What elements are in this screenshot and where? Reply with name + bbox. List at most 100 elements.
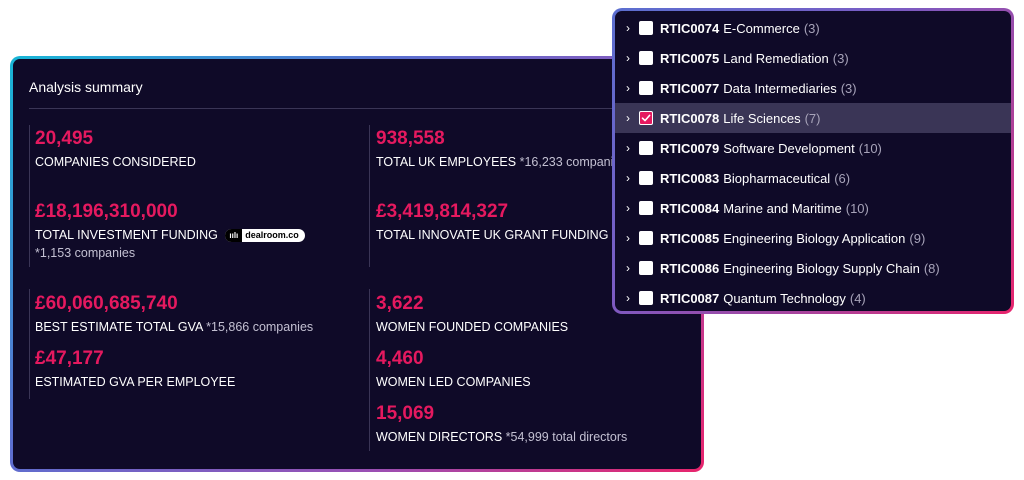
divider <box>369 191 370 267</box>
rtic-count: (9) <box>909 230 926 246</box>
rtic-list-item[interactable]: › RTIC0079 Software Development (10) <box>615 133 1011 163</box>
rtic-list-item[interactable]: › RTIC0084 Marine and Maritime (10) <box>615 193 1011 223</box>
analysis-summary-panel: Analysis summary 20,495 COMPANIES CONSID… <box>13 59 701 469</box>
rtic-count: (8) <box>923 260 940 276</box>
metric-label: COMPANIES CONSIDERED <box>35 155 196 169</box>
metric-value: £47,177 <box>35 348 104 369</box>
checkbox[interactable] <box>639 21 653 35</box>
rtic-name: Data Intermediaries <box>723 80 837 96</box>
chevron-right-icon[interactable]: › <box>626 111 630 125</box>
checkbox[interactable] <box>639 171 653 185</box>
metric-companies: 20,495 COMPANIES CONSIDERED <box>35 128 196 171</box>
rtic-count: (3) <box>832 50 849 66</box>
divider <box>29 289 30 399</box>
rtic-list-panel-frame: › RTIC0074 E-Commerce (3) › RTIC0075 Lan… <box>612 8 1014 314</box>
metric-label: WOMEN DIRECTORS *54,999 total directors <box>376 428 627 446</box>
chevron-right-icon[interactable]: › <box>626 231 630 245</box>
metric-note: *16,233 companies <box>519 155 627 169</box>
chevron-right-icon[interactable]: › <box>626 81 630 95</box>
rtic-list-item[interactable]: › RTIC0086 Engineering Biology Supply Ch… <box>615 253 1011 283</box>
rtic-list-item[interactable]: › RTIC0083 Biopharmaceutical (6) <box>615 163 1011 193</box>
metric-note: *15,866 companies <box>206 320 314 334</box>
metric-employees: 938,558 TOTAL UK EMPLOYEES *16,233 compa… <box>376 128 627 171</box>
metric-label-text: TOTAL INNOVATE UK GRANT FUNDING <box>376 228 609 242</box>
rtic-list-item[interactable]: › RTIC0087 Quantum Technology (4) <box>615 283 1011 311</box>
rtic-list-item[interactable]: › RTIC0075 Land Remediation (3) <box>615 43 1011 73</box>
chevron-right-icon[interactable]: › <box>626 51 630 65</box>
metric-value: 3,622 <box>376 293 424 314</box>
rtic-name: Land Remediation <box>723 50 829 66</box>
rtic-count: (10) <box>858 140 882 156</box>
rtic-code: RTIC0085 <box>660 230 720 246</box>
metric-note: *1,153 companies <box>35 246 136 260</box>
metric-value: £60,060,685,740 <box>35 293 178 314</box>
checkbox[interactable] <box>639 231 653 245</box>
rtic-code: RTIC0079 <box>660 140 720 156</box>
rtic-count: (3) <box>840 80 857 96</box>
checkbox[interactable] <box>639 201 653 215</box>
rtic-list-panel: › RTIC0074 E-Commerce (3) › RTIC0075 Lan… <box>615 11 1011 311</box>
metric-label: TOTAL UK EMPLOYEES *16,233 companies <box>376 153 627 171</box>
metric-label: WOMEN FOUNDED COMPANIES <box>376 320 569 334</box>
rtic-name: Quantum Technology <box>723 290 846 306</box>
chevron-right-icon[interactable]: › <box>626 141 630 155</box>
divider <box>369 289 370 451</box>
divider <box>369 125 370 225</box>
rtic-code: RTIC0084 <box>660 200 720 216</box>
metric-note: *54,999 total directors <box>505 430 628 444</box>
divider <box>29 125 30 225</box>
metric-label: ESTIMATED GVA PER EMPLOYEE <box>35 375 236 389</box>
metric-women-led: 4,460 WOMEN LED COMPANIES <box>376 348 531 391</box>
checkbox[interactable] <box>639 291 653 305</box>
rtic-list-item[interactable]: › RTIC0085 Engineering Biology Applicati… <box>615 223 1011 253</box>
metric-label: WOMEN LED COMPANIES <box>376 375 531 389</box>
rtic-code: RTIC0075 <box>660 50 720 66</box>
dealroom-badge-text: dealroom.co <box>245 230 299 241</box>
metric-label-text: TOTAL UK EMPLOYEES <box>376 155 517 169</box>
metric-label: BEST ESTIMATE TOTAL GVA *15,866 companie… <box>35 318 313 336</box>
chevron-right-icon[interactable]: › <box>626 261 630 275</box>
metric-value: 15,069 <box>376 403 435 424</box>
chevron-right-icon[interactable]: › <box>626 201 630 215</box>
checkbox[interactable] <box>639 141 653 155</box>
panel-title: Analysis summary <box>29 79 143 95</box>
checkbox[interactable] <box>639 51 653 65</box>
rtic-code: RTIC0078 <box>660 110 720 126</box>
rtic-name: E-Commerce <box>723 20 800 36</box>
rtic-list-item[interactable]: › RTIC0074 E-Commerce (3) <box>615 13 1011 43</box>
rtic-count: (4) <box>849 290 866 306</box>
rtic-count: (7) <box>804 110 821 126</box>
rtic-code: RTIC0083 <box>660 170 720 186</box>
analysis-summary-panel-frame: Analysis summary 20,495 COMPANIES CONSID… <box>10 56 704 472</box>
metric-women-founded: 3,622 WOMEN FOUNDED COMPANIES <box>376 293 568 336</box>
metric-label: TOTAL INVESTMENT FUNDING ıılı dealroom.co <box>35 226 305 244</box>
metric-value: 4,460 <box>376 348 424 369</box>
rtic-name: Engineering Biology Supply Chain <box>723 260 920 276</box>
dealroom-badge[interactable]: ıılı dealroom.co <box>225 229 305 243</box>
rtic-code: RTIC0087 <box>660 290 720 306</box>
metric-gva: £60,060,685,740 BEST ESTIMATE TOTAL GVA … <box>35 293 313 336</box>
rtic-count: (6) <box>834 170 851 186</box>
chevron-right-icon[interactable]: › <box>626 21 630 35</box>
checkbox[interactable] <box>639 81 653 95</box>
metric-value: 938,558 <box>376 128 445 149</box>
metric-value: £18,196,310,000 <box>35 201 178 222</box>
checkbox[interactable] <box>639 111 653 125</box>
rtic-code: RTIC0086 <box>660 260 720 276</box>
dealroom-logo-icon: ıılı <box>225 229 243 243</box>
chevron-right-icon[interactable]: › <box>626 171 630 185</box>
rtic-list-item[interactable]: › RTIC0078 Life Sciences (7) <box>615 103 1011 133</box>
rtic-count: (10) <box>845 200 869 216</box>
rtic-code: RTIC0074 <box>660 20 720 36</box>
metric-investment: £18,196,310,000 TOTAL INVESTMENT FUNDING… <box>35 201 305 262</box>
metric-gva-per-employee: £47,177 ESTIMATED GVA PER EMPLOYEE <box>35 348 235 391</box>
rtic-code: RTIC0077 <box>660 80 720 96</box>
title-divider <box>29 108 685 109</box>
checkbox[interactable] <box>639 261 653 275</box>
metric-women-directors: 15,069 WOMEN DIRECTORS *54,999 total dir… <box>376 403 627 446</box>
rtic-list-item[interactable]: › RTIC0077 Data Intermediaries (3) <box>615 73 1011 103</box>
chevron-right-icon[interactable]: › <box>626 291 630 305</box>
divider <box>29 191 30 267</box>
rtic-name: Engineering Biology Application <box>723 230 906 246</box>
metric-label: TOTAL INNOVATE UK GRANT FUNDING *1 <box>376 226 624 244</box>
